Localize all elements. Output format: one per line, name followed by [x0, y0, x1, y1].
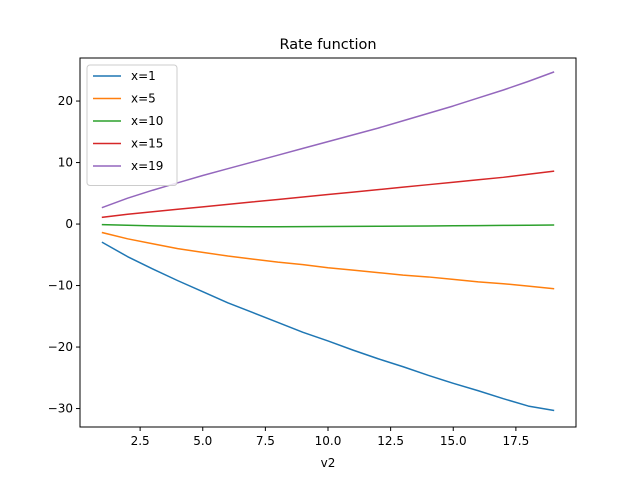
series-line-x-19 — [101, 71, 555, 209]
x-tick-label: 5.0 — [193, 434, 212, 448]
y-tick-label: 10 — [58, 156, 73, 170]
y-tick-label: −20 — [48, 340, 73, 354]
y-tick-label: 20 — [58, 94, 73, 108]
legend-label: x=10 — [131, 114, 163, 128]
x-tick-label: 7.5 — [256, 434, 275, 448]
chart-title: Rate function — [279, 37, 376, 53]
x-tick-label: 10.0 — [315, 434, 342, 448]
x-tick-label: 2.5 — [131, 434, 150, 448]
y-tick-label: −10 — [48, 279, 73, 293]
x-axis-label: v2 — [321, 456, 336, 470]
legend: x=1 x=5 x=10 x=15 x=19 — [86, 64, 178, 186]
series-line-x-10 — [101, 223, 555, 228]
x-axis-ticks: 2.5 5.0 7.5 10.0 12.5 15.0 17.5 — [131, 427, 530, 448]
legend-label: x=19 — [131, 159, 163, 173]
x-tick-label: 12.5 — [377, 434, 404, 448]
series-line-x-1 — [101, 241, 555, 412]
y-axis-ticks: −30 −20 −10 0 10 20 — [48, 94, 80, 416]
x-tick-label: 17.5 — [503, 434, 530, 448]
x-tick-label: 15.0 — [440, 434, 467, 448]
y-tick-label: −30 — [48, 402, 73, 416]
legend-label: x=5 — [131, 92, 156, 106]
series-line-x-5 — [101, 231, 555, 290]
legend-label: x=1 — [131, 69, 156, 83]
y-tick-label: 0 — [65, 217, 73, 231]
legend-label: x=15 — [131, 137, 163, 151]
series-lines — [101, 71, 555, 412]
axes-frame — [79, 57, 577, 428]
series-line-x-15 — [101, 170, 555, 219]
legend-box — [86, 64, 178, 186]
